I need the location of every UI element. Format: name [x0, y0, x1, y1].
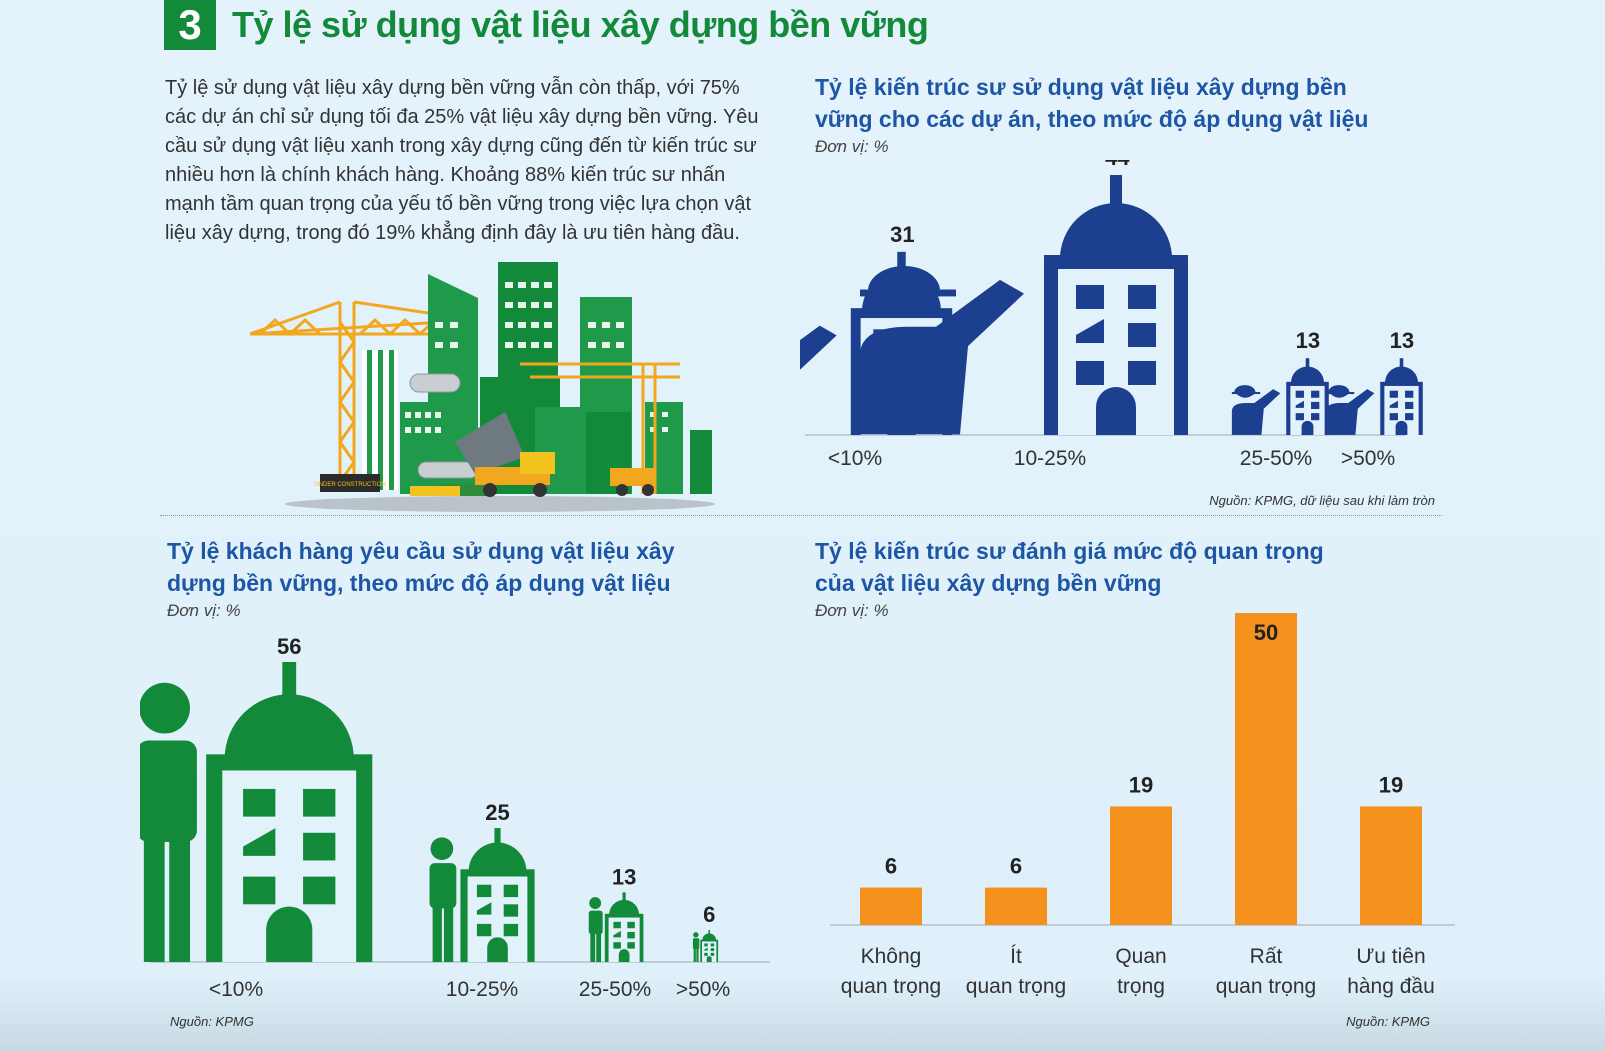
chart3-value-label: 50: [1254, 620, 1278, 645]
person-icon: [692, 932, 700, 962]
chart3-category-label: Ít: [1010, 945, 1022, 968]
chart2-pictogram-0: [140, 662, 373, 962]
person-icon: [140, 682, 197, 962]
chart3-value-label: 6: [1010, 854, 1022, 879]
chart3-category-label: quan trọng: [841, 975, 941, 998]
chart3-category-label: Rất: [1250, 945, 1283, 968]
chart3-value-label: 19: [1379, 772, 1403, 797]
chart1-category-label: 10-25%: [1014, 447, 1086, 470]
worker-icon: [800, 325, 837, 370]
chart1-category-label: 25-50%: [1240, 447, 1312, 470]
chart2-value-label: 13: [612, 864, 636, 889]
chart3-value-label: 19: [1129, 772, 1153, 797]
chart2-pictogram-1: [429, 828, 535, 962]
dump-truck-icon: [455, 412, 655, 497]
chart1-pictogram-2: [1231, 358, 1329, 435]
chart3-bar-chart: 6 Không quan trọng 6 Ít quan trọng 19 Quan trọng…: [830, 613, 1455, 998]
chart3-bar-0: [860, 887, 922, 925]
chart3-source: Nguồn: KPMG: [1346, 1014, 1430, 1029]
chart3-bar-3: [1235, 613, 1297, 925]
chart2-category-label: >50%: [676, 978, 730, 1001]
chart1-unit: Đơn vị: %: [815, 137, 889, 156]
chart2-pictogram-3: [692, 929, 719, 962]
page-title: Tỷ lệ sử dụng vật liệu xây dựng bền vững: [232, 4, 929, 45]
chart2-category-label: <10%: [209, 978, 263, 1001]
building-icon: [1380, 358, 1423, 435]
chart1-category-label: <10%: [828, 447, 882, 470]
building-icon: [604, 892, 644, 962]
chart3-title: Tỷ lệ kiến trúc sư đánh giá mức độ quan …: [815, 538, 1324, 596]
section-number-badge: 3: [164, 0, 216, 50]
crane-icon: [250, 300, 476, 492]
chart1-source: Nguồn: KPMG, dữ liệu sau khi làm tròn: [1209, 493, 1435, 508]
chart1-category-label: >50%: [1341, 447, 1395, 470]
chart2-unit: Đơn vị: %: [167, 601, 241, 620]
chart3-unit: Đơn vị: %: [815, 601, 889, 620]
chart3-value-label: 6: [885, 854, 897, 879]
chart3-category-label: Quan: [1115, 945, 1166, 968]
chart2-category-label: 10-25%: [446, 978, 518, 1001]
chart1-value-label: 13: [1296, 328, 1320, 353]
chart2-pictogram-2: [588, 892, 644, 962]
person-icon: [588, 897, 603, 962]
person-icon: [429, 837, 457, 962]
section-divider: [160, 515, 1442, 516]
chart3-category-label: Ưu tiên: [1356, 945, 1425, 968]
chart2-source: Nguồn: KPMG: [170, 1014, 254, 1029]
chart3-category-label: Không: [861, 945, 922, 968]
barrier-sign-text: UNDER CONSTRUCTION: [314, 482, 385, 488]
chart1-pictogram-1: [860, 175, 1188, 435]
intro-paragraph: Tỷ lệ sử dụng vật liệu xây dựng bền vững…: [165, 77, 759, 244]
chart1-value-label: 13: [1390, 328, 1414, 353]
construction-illustration: UNDER CONSTRUCTION: [250, 262, 715, 512]
chart2-value-label: 6: [703, 902, 715, 927]
chart3-category-label: hàng đầu: [1347, 975, 1435, 998]
chart3-bar-1: [985, 887, 1047, 925]
chart3-category-label: quan trọng: [966, 975, 1066, 998]
chart2-value-label: 56: [277, 634, 301, 659]
building-icon: [700, 929, 719, 962]
chart3-category-label: quan trọng: [1216, 975, 1316, 998]
chart1-value-label: 31: [890, 222, 914, 247]
chart2-pictogram-bars: 56 <10% 25 10-25% 13 25-50% 6 >50%: [140, 634, 770, 1001]
chart1-pictogram-3: [1325, 358, 1423, 435]
chart2-value-label: 25: [485, 800, 509, 825]
chart3-bar-4: [1360, 806, 1422, 925]
worker-icon: [860, 266, 1024, 435]
building-icon: [206, 662, 373, 962]
chart1-pictogram-bars: 31 <10% 44 10-25% 13 25-50% 13 >50%: [800, 160, 1423, 470]
building-icon: [1044, 175, 1188, 435]
chart1-title: Tỷ lệ kiến trúc sư sử dụng vật liệu xây …: [815, 74, 1369, 132]
chart1-value-label: 44: [1105, 160, 1130, 170]
chart3-bar-2: [1110, 806, 1172, 925]
worker-icon: [1325, 385, 1375, 435]
building-icon: [460, 828, 535, 962]
construction-barrier: UNDER CONSTRUCTION: [314, 474, 460, 496]
chart2-title: Tỷ lệ khách hàng yêu cầu sử dụng vật liệ…: [167, 538, 675, 596]
chart3-category-label: trọng: [1117, 975, 1165, 998]
chart2-category-label: 25-50%: [579, 978, 651, 1001]
building-icon: [1286, 358, 1329, 435]
worker-icon: [1231, 385, 1281, 435]
